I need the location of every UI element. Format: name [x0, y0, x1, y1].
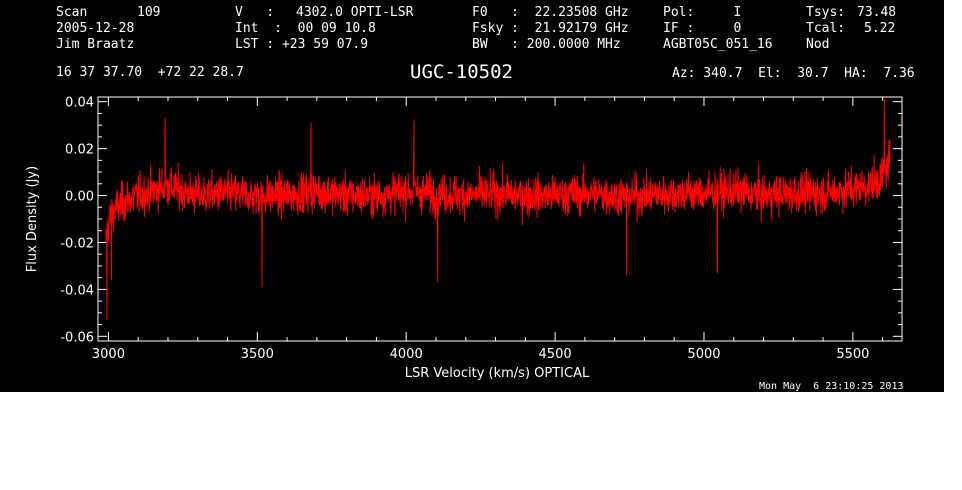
spectrum-series — [104, 99, 891, 320]
velocity-value: 4302.0 OPTI-LSR — [296, 5, 414, 20]
spectrum-chart: 3000 3500 4000 4500 5000 5500 -0.06 -0.04 -0.02 0… — [25, 96, 903, 381]
y-axis-label: Flux Density (Jy) — [25, 166, 40, 272]
x-tick-label: 5000 — [687, 347, 720, 362]
y-tick-label: 0.00 — [65, 190, 94, 205]
axis-ticks: 3000 3500 4000 4500 5000 5500 -0.06 -0.04 -0.02 0… — [60, 96, 902, 362]
scan-number: 109 — [137, 5, 161, 20]
lst-value: LST : +23 59 07.9 — [235, 37, 369, 52]
obs-date: 2005-12-28 — [56, 21, 135, 36]
x-axis-label: LSR Velocity (km/s) OPTICAL — [405, 366, 590, 381]
plot-frame — [97, 96, 903, 342]
plot-timestamp: Mon May 6 23:10:25 2013 — [759, 381, 904, 392]
obs-mode: Nod — [806, 37, 830, 52]
tsys-label: Tsys: — [806, 5, 846, 20]
project-id: AGBT05C_051_16 — [663, 37, 773, 52]
sky-frequency: Fsky : 21.92179 GHz — [472, 21, 629, 36]
rest-frequency: F0 : 22.23508 GHz — [472, 5, 629, 20]
source-name: UGC-10502 — [410, 61, 513, 83]
integration-time: Int : 00 09 10.8 — [235, 21, 376, 36]
observer-name: Jim Braatz — [56, 37, 135, 52]
x-tick-label: 3500 — [241, 347, 274, 362]
az-el-ha: Az: 340.7 El: 30.7 HA: 7.36 — [672, 66, 915, 81]
velocity-label: V : — [235, 5, 275, 20]
tcal-value: 5.22 — [864, 21, 896, 36]
x-tick-label: 4000 — [390, 347, 423, 362]
spectrum-trace — [104, 99, 891, 320]
tsys-value: 73.48 — [857, 5, 897, 20]
scan-label: Scan — [56, 5, 88, 20]
x-tick-label: 4500 — [539, 347, 572, 362]
tcal-label: Tcal: — [806, 21, 846, 36]
bandwidth: BW : 200.0000 MHz — [472, 37, 621, 52]
y-tick-label: -0.04 — [60, 283, 94, 298]
y-tick-label: 0.02 — [65, 143, 94, 158]
source-coordinates: 16 37 37.70 +72 22 28.7 — [56, 65, 244, 80]
y-tick-label: -0.02 — [60, 236, 94, 251]
polarization: Pol: I — [663, 5, 742, 20]
x-tick-label: 3000 — [92, 347, 125, 362]
y-tick-label: 0.04 — [65, 96, 94, 111]
y-tick-label: -0.06 — [60, 330, 94, 345]
x-tick-label: 5500 — [836, 347, 869, 362]
if-number: IF : 0 — [663, 21, 742, 36]
